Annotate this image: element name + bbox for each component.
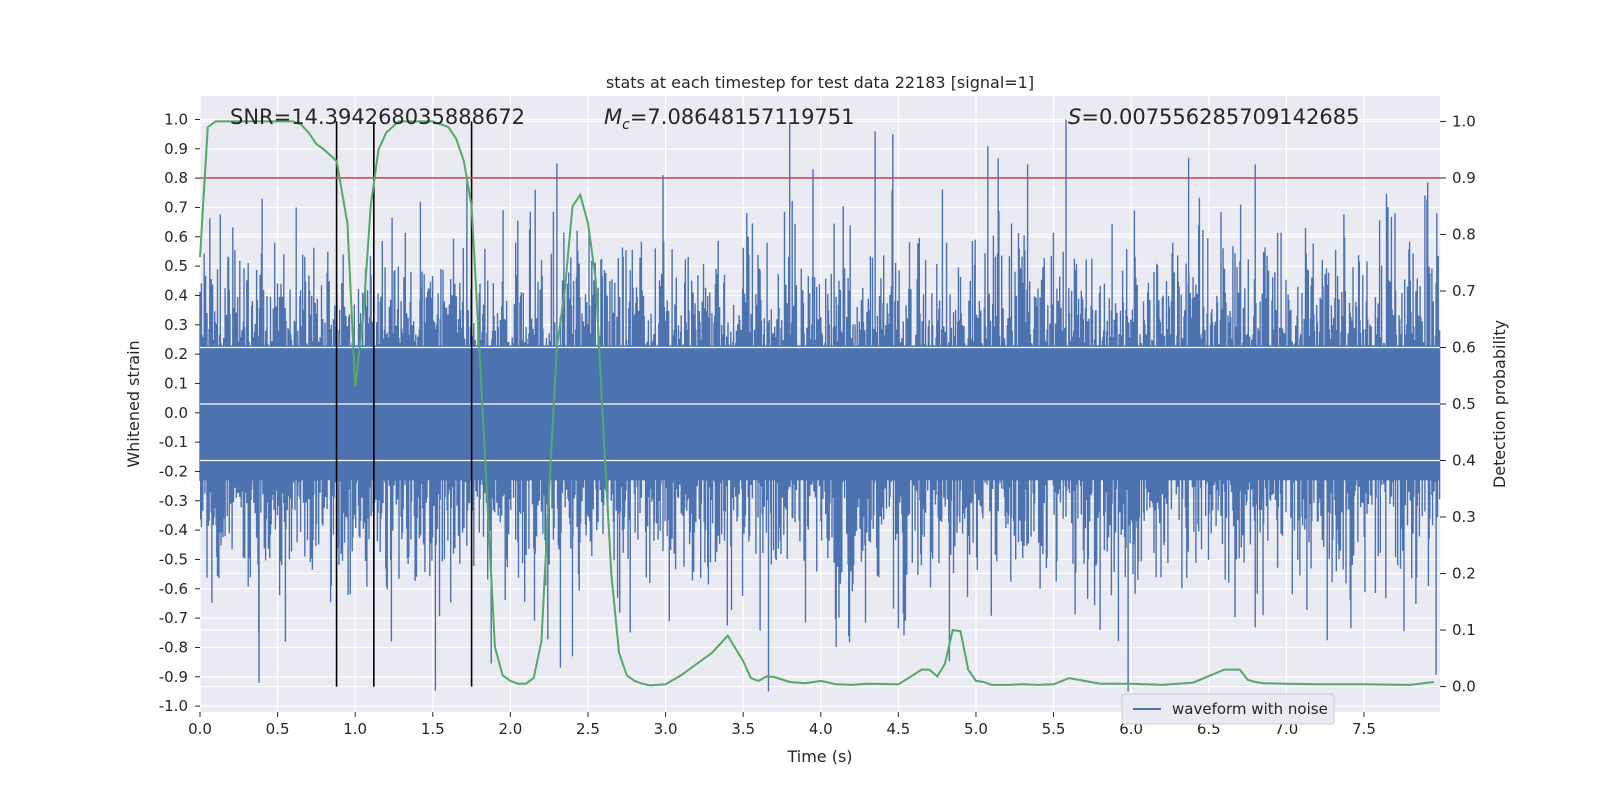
mc-value: =7.08648157119751	[630, 105, 855, 129]
y-tick-label: 0.2	[164, 345, 188, 363]
waveform-core-band	[200, 345, 1440, 481]
y-tick-label: 0.0	[164, 404, 188, 422]
x-tick-label: 1.5	[421, 720, 445, 738]
x-tick-label: 5.0	[964, 720, 988, 738]
y2-tick-label: 0.3	[1452, 508, 1476, 526]
x-tick-label: 3.5	[731, 720, 755, 738]
y2-tick-label: 0.0	[1452, 678, 1476, 696]
y2-tick-label: 0.7	[1452, 282, 1476, 300]
x-tick-label: 0.5	[266, 720, 290, 738]
y-tick-label: 0.3	[164, 316, 188, 334]
x-tick-label: 2.5	[576, 720, 600, 738]
y2-tick-label: 0.9	[1452, 169, 1476, 187]
y2-axis-label: Detection probability	[1490, 320, 1509, 488]
x-tick-label: 2.0	[498, 720, 522, 738]
y2-tick-label: 0.8	[1452, 225, 1476, 243]
y2-tick-label: 1.0	[1452, 112, 1476, 130]
y-tick-label: -0.1	[159, 433, 188, 451]
x-tick-label: 3.0	[654, 720, 678, 738]
legend-waveform-label: waveform with noise	[1172, 700, 1328, 718]
mc-annotation: Mc=7.08648157119751	[604, 105, 855, 133]
y-tick-label: -0.4	[159, 521, 188, 539]
y2-tick-label: 0.2	[1452, 565, 1476, 583]
y-tick-label: -0.9	[159, 668, 188, 686]
s-value: =0.007556285709142685	[1081, 105, 1359, 129]
y-tick-label: 0.6	[164, 228, 188, 246]
x-tick-label: 1.0	[343, 720, 367, 738]
legend: waveform with noise	[1121, 693, 1335, 725]
y-tick-label: -0.7	[159, 609, 188, 627]
y-tick-label: 0.5	[164, 257, 188, 275]
chart-title: stats at each timestep for test data 221…	[606, 73, 1034, 92]
y-tick-label: 0.1	[164, 374, 188, 392]
probability-line	[199, 120, 1434, 687]
y-tick-label: -0.8	[159, 638, 188, 656]
mc-subscript: c	[622, 117, 630, 133]
s-annotation: S=0.007556285709142685	[1068, 105, 1359, 129]
x-tick-label: 4.5	[886, 720, 910, 738]
y-tick-label: 1.0	[164, 110, 188, 128]
y-tick-label: 0.8	[164, 169, 188, 187]
x-tick-label: 0.0	[188, 720, 212, 738]
snr-annotation: SNR=14.394268035888672	[230, 105, 525, 129]
y2-tick-label: 0.5	[1452, 395, 1476, 413]
y-tick-label: 0.9	[164, 140, 188, 158]
y-tick-label: -1.0	[159, 697, 188, 715]
waveform-series	[199, 119, 1441, 692]
legend-box	[1121, 693, 1335, 725]
y-tick-label: 0.7	[164, 198, 188, 216]
s-symbol: S	[1068, 105, 1081, 129]
x-tick-label: 5.5	[1042, 720, 1066, 738]
y2-tick-label: 0.6	[1452, 338, 1476, 356]
y2-tick-label: 0.4	[1452, 452, 1476, 470]
y-tick-label: -0.6	[159, 580, 188, 598]
mc-symbol: M	[604, 105, 622, 129]
y-axis-label: Whitened strain	[124, 340, 143, 467]
x-axis-label: Time (s)	[786, 747, 852, 766]
y-tick-label: -0.3	[159, 492, 188, 510]
probability-series	[199, 120, 1434, 687]
y2-tick-label: 0.1	[1452, 621, 1476, 639]
x-tick-label: 7.5	[1352, 720, 1376, 738]
y-tick-label: 0.4	[164, 286, 188, 304]
y-tick-label: -0.5	[159, 550, 188, 568]
x-tick-label: 4.0	[809, 720, 833, 738]
axes: 0.0 0.5 1.0 1.5 2.0 2.5 3.0 3.5 4.0 4.5 5.0 5.5 6.0 6…	[159, 110, 1476, 738]
y-tick-label: -0.2	[159, 462, 188, 480]
